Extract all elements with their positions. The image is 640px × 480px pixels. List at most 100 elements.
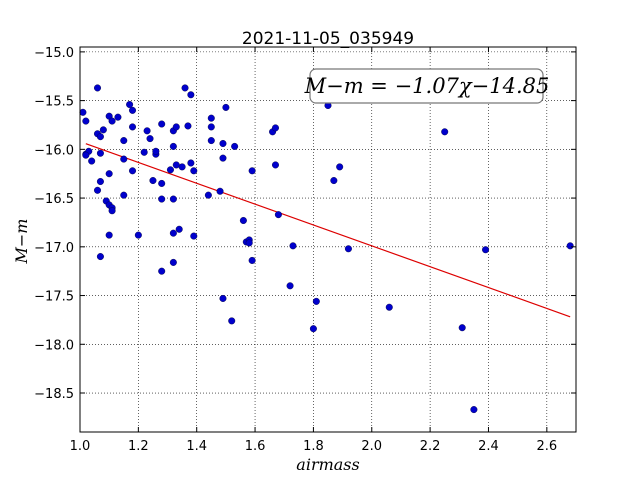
data-point <box>274 211 282 219</box>
data-point <box>169 258 177 266</box>
data-point <box>330 177 338 185</box>
x-tick-label: 1.0 <box>70 439 91 454</box>
data-point <box>219 139 227 147</box>
data-point <box>88 157 96 165</box>
data-point <box>470 406 478 414</box>
data-point <box>336 163 344 171</box>
data-point <box>190 232 198 240</box>
data-point <box>312 297 320 305</box>
fit-line <box>85 143 571 318</box>
data-point <box>96 253 104 261</box>
data-point <box>482 246 490 254</box>
y-tick-label: −16.5 <box>34 192 74 207</box>
data-point <box>172 123 180 131</box>
data-point <box>271 124 279 132</box>
data-point <box>458 324 466 332</box>
data-point <box>149 177 157 185</box>
data-point <box>79 108 87 116</box>
data-point <box>126 101 134 109</box>
data-point <box>207 114 215 122</box>
data-point <box>231 142 239 150</box>
data-point <box>120 137 128 145</box>
x-tick-label: 1.4 <box>186 439 207 454</box>
axis-ticks <box>79 47 576 432</box>
data-point <box>96 149 104 157</box>
data-point <box>129 106 137 114</box>
data-point <box>184 122 192 130</box>
data-point <box>207 137 215 145</box>
data-point <box>216 187 224 195</box>
data-point <box>169 229 177 237</box>
data-point <box>190 167 198 175</box>
x-tick-label: 2.4 <box>478 439 499 454</box>
data-point <box>204 191 212 199</box>
tick-labels: 1.0 1.2 1.4 1.6 1.8 2.0 2.2 2.4 2.6 −15.0 −15.5 −16… <box>34 46 557 454</box>
data-point <box>289 242 297 250</box>
data-point <box>309 325 317 333</box>
data-point <box>566 242 574 250</box>
data-point <box>108 207 116 215</box>
data-point <box>222 103 230 111</box>
data-point <box>140 148 148 156</box>
x-axis-label: airmass <box>296 455 359 474</box>
data-point <box>129 123 137 131</box>
data-point <box>178 163 186 171</box>
y-axis-label: M−m <box>12 219 31 265</box>
data-point <box>187 91 195 99</box>
data-point <box>441 128 449 136</box>
data-point <box>248 256 256 264</box>
data-point <box>385 303 393 311</box>
data-point <box>94 186 102 194</box>
data-point <box>344 245 352 253</box>
data-point <box>134 231 142 239</box>
data-point <box>187 159 195 167</box>
data-point <box>175 225 183 233</box>
data-point <box>271 161 279 169</box>
data-point <box>108 117 116 125</box>
data-point <box>94 84 102 92</box>
fit-annotation: M−m = −1.07χ−14.85 <box>304 68 550 104</box>
y-tick-label: −16.0 <box>34 143 74 158</box>
data-point <box>105 231 113 239</box>
y-tick-label: −17.5 <box>34 290 74 305</box>
data-point <box>158 267 166 275</box>
data-point <box>82 117 90 125</box>
data-point <box>219 154 227 162</box>
data-point <box>245 239 253 247</box>
data-point <box>82 151 90 159</box>
data-point <box>105 170 113 178</box>
x-tick-label: 2.6 <box>536 439 557 454</box>
data-point <box>158 195 166 203</box>
x-tick-label: 2.0 <box>361 439 382 454</box>
data-point <box>96 178 104 186</box>
data-point <box>172 161 180 169</box>
fit-line-group <box>85 143 571 318</box>
y-tick-label: −15.5 <box>34 95 74 110</box>
data-point <box>120 155 128 163</box>
x-tick-label: 1.6 <box>245 439 266 454</box>
data-point <box>228 317 236 325</box>
data-point <box>143 127 151 135</box>
data-point <box>99 126 107 134</box>
y-tick-label: −18.0 <box>34 338 74 353</box>
x-tick-label: 1.2 <box>128 439 149 454</box>
y-tick-label: −15.0 <box>34 46 74 61</box>
data-point <box>239 216 247 224</box>
annotation-text: M−m = −1.07χ−14.85 <box>304 74 550 98</box>
data-point <box>146 135 154 143</box>
chart-title: 2021-11-05_035949 <box>242 29 414 49</box>
data-point <box>158 120 166 128</box>
y-tick-label: −18.5 <box>34 387 74 402</box>
data-point <box>219 294 227 302</box>
x-tick-label: 1.8 <box>303 439 324 454</box>
data-point <box>181 84 189 92</box>
plot-area-frame <box>79 46 577 433</box>
data-point <box>96 133 104 141</box>
annotation-box <box>309 68 544 104</box>
data-point <box>207 123 215 131</box>
data-point <box>166 166 174 174</box>
data-point <box>248 167 256 175</box>
data-point <box>120 191 128 199</box>
data-point <box>114 113 122 121</box>
